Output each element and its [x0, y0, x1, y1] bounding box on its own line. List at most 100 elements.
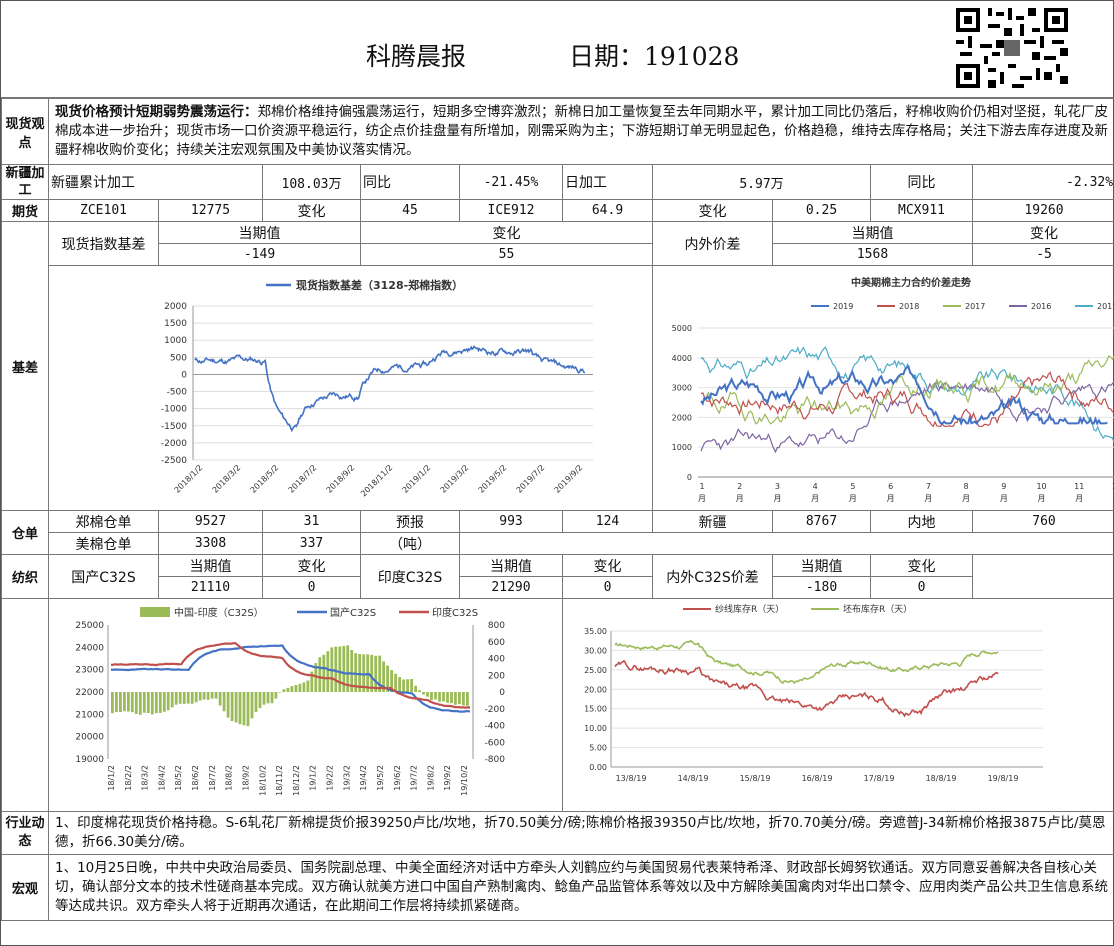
ton-unit-label: （吨）: [360, 532, 460, 555]
bar-cn-in-diff: [434, 692, 437, 700]
bar-cn-in-diff: [190, 692, 194, 704]
bar-cn-in-diff: [258, 692, 262, 708]
bar-cn-in-diff: [418, 690, 421, 692]
x-tick-label: 19/3/2: [342, 765, 351, 791]
x-tick-label: 2018/11/2: [359, 463, 394, 498]
cn-c32s-label: 国产C32S: [48, 554, 159, 599]
x-tick-month-unit: 月: [1038, 494, 1046, 503]
y-left-tick-label: 21000: [75, 710, 104, 720]
bar-cn-in-diff: [218, 692, 222, 706]
x-tick-label: 18/12/2: [292, 765, 301, 796]
xinjiang-cum-value: 108.03万: [262, 164, 361, 200]
legend-label: 2016: [1031, 302, 1051, 311]
y-right-tick-label: 400: [488, 655, 505, 665]
ice-change-label: 变化: [652, 199, 773, 222]
xinjiang-cum-yoy: -21.45%: [459, 164, 563, 200]
bar-cn-in-diff: [342, 645, 346, 692]
in-c32s-chg: 0: [562, 576, 653, 599]
bar-cn-in-diff: [138, 692, 142, 715]
x-tick-label: 15/8/19: [740, 774, 771, 783]
bar-cn-in-diff: [294, 685, 298, 692]
us-china-spread-chart: 中美期棉主力合约价差走势2019201820172016201550004000…: [672, 276, 1114, 503]
forecast-change: 124: [562, 510, 653, 533]
yarn-price-chart-cell: 中国-印度（C32S） 国产C32S 印度C32S 25000 24000 23000 22…: [48, 598, 563, 812]
bar-cn-in-diff: [170, 692, 174, 708]
bar-cn-in-diff: [226, 692, 230, 718]
y-left-tick-label: 20000: [75, 733, 104, 743]
bar-cn-in-diff: [386, 665, 389, 692]
legend-label-cn: 国产C32S: [330, 606, 376, 619]
x-tick-label: 19/8/2: [426, 765, 435, 791]
bar-cn-in-diff: [210, 692, 214, 699]
bar-cn-in-diff: [442, 692, 445, 702]
futures-label: 期货: [1, 199, 49, 222]
x-tick-month-unit: 月: [924, 494, 932, 503]
x-tick-label: 19/2/2: [326, 765, 335, 791]
y-tick-label: 5.00: [589, 744, 607, 753]
y-tick-label: -1500: [161, 422, 187, 432]
bar-cn-in-diff: [450, 692, 453, 704]
zce-price: 12775: [158, 199, 263, 222]
x-tick-label: 2019/9/2: [553, 463, 585, 495]
bar-cn-in-diff: [230, 692, 234, 721]
y-tick-label: 5000: [672, 324, 692, 333]
zce-change: 45: [360, 199, 460, 222]
c32s-diff-chg: 0: [870, 576, 973, 599]
x-tick-label: 18/8/19: [926, 774, 957, 783]
bar-cn-in-diff: [430, 692, 433, 700]
report-title: 科腾晨报: [366, 42, 467, 71]
zc-warehouse-label: 郑棉仓单: [48, 510, 159, 533]
x-tick-label: 18/5/2: [174, 765, 183, 791]
macro-label: 宏观: [1, 854, 49, 921]
spot-basis-name: 现货指数基差: [48, 221, 159, 266]
report-header: 科腾晨报 日期：191028: [1, 1, 1113, 98]
y-tick-label: 1000: [164, 336, 187, 346]
x-tick-month-unit: 月: [698, 494, 706, 503]
x-tick-label: 2018/5/2: [249, 463, 281, 495]
y-left-tick-label: 19000: [75, 755, 104, 765]
spot-view-text: 现货价格预计短期弱势震荡运行：郑棉价格维持偏强震荡运行，短期多空博弈激烈；新棉日…: [47, 98, 1114, 165]
bar-cn-in-diff: [119, 692, 122, 712]
bar-cn-in-diff: [362, 654, 366, 692]
spot-view-label: 现货观点: [1, 98, 49, 165]
bar-cn-in-diff: [446, 692, 449, 703]
bar-cn-in-diff: [390, 670, 393, 692]
spot-basis-chart: 现货指数基差（3128-郑棉指数） 2000 1500 1000 500 0 -500 -10…: [161, 278, 593, 498]
x-tick-month-unit: 月: [811, 494, 819, 503]
series-line-basis: [194, 345, 585, 433]
x-tick-label: 19/10/2: [460, 765, 469, 796]
x-tick-label: 19/5/2: [376, 765, 385, 791]
y-left-tick-label: 24000: [75, 643, 104, 653]
bar-cn-in-diff: [458, 692, 461, 704]
forecast-label: 预报: [360, 510, 460, 533]
bar-cn-in-diff: [406, 679, 409, 692]
x-tick-label: 2018/3/2: [211, 463, 243, 495]
us-warehouse-change: 337: [262, 532, 361, 555]
bar-cn-in-diff: [278, 692, 282, 693]
bar-cn-in-diff: [162, 692, 166, 712]
bar-cn-in-diff: [214, 692, 218, 699]
y-right-tick-label: -200: [485, 705, 506, 715]
bar-cn-in-diff: [222, 692, 226, 712]
y-right-tick-label: -800: [485, 755, 506, 765]
y-tick-label: 20.00: [584, 685, 607, 694]
inland-wh-label: 内地: [870, 510, 973, 533]
bar-cn-in-diff: [298, 683, 302, 692]
x-tick-month-number: 12: [1112, 482, 1114, 491]
bar-cn-in-diff: [310, 671, 314, 692]
bar-cn-in-diff: [246, 692, 250, 727]
bar-cn-in-diff: [334, 646, 338, 692]
bar-cn-in-diff: [302, 682, 306, 692]
forecast-value: 993: [459, 510, 563, 533]
y-right-tick-label: 600: [488, 638, 505, 648]
xinjiang-wh-label: 新疆: [652, 510, 773, 533]
industry-text: 1、印度棉花现货价格持稳。S-6轧花厂新棉提货价报39250卢比/坎地，折70.…: [47, 811, 1114, 855]
x-tick-month-unit: 月: [773, 494, 781, 503]
bar-cn-in-diff: [350, 650, 354, 692]
bar-cn-in-diff: [182, 692, 186, 704]
bar-cn-in-diff: [394, 673, 397, 692]
cn-c32s-chg: 0: [262, 576, 361, 599]
spot-basis-cur-label: 当期值: [158, 221, 361, 244]
y-right-tick-label: 800: [488, 621, 505, 631]
